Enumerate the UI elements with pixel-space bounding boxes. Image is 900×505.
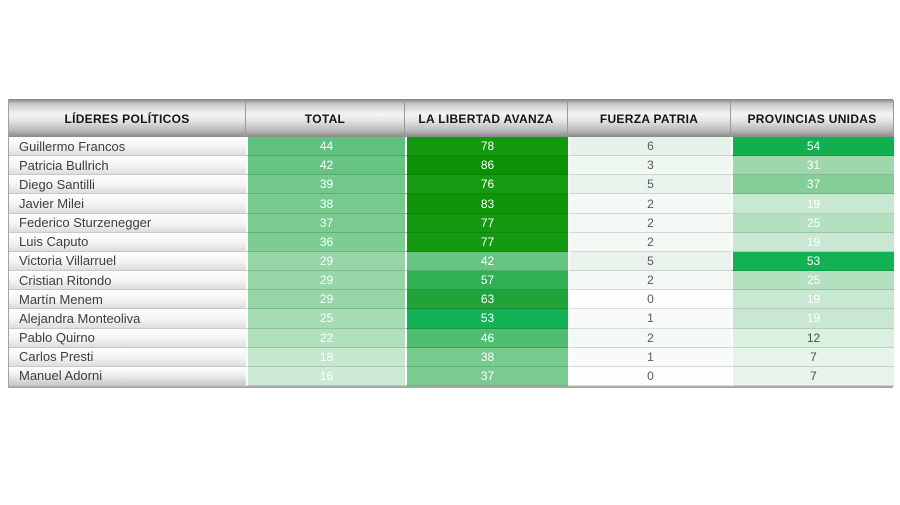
total-value-cell: 37	[246, 213, 405, 233]
leader-name-cell: Cristian Ritondo	[9, 271, 246, 291]
leader-name-cell: Martín Menem	[9, 290, 246, 310]
lla-value-cell: 83	[405, 194, 568, 214]
pu-value-cell: 19	[731, 232, 894, 252]
fp-value-cell: 1	[568, 309, 731, 329]
pu-value-cell: 25	[731, 271, 894, 291]
lla-value-cell: 76	[405, 175, 568, 195]
lla-value-cell: 77	[405, 232, 568, 252]
fp-value-cell: 0	[568, 290, 731, 310]
column-header-leader: LÍDERES POLÍTICOS	[9, 100, 246, 137]
column-header-fp: FUERZA PATRIA	[568, 100, 731, 137]
total-value-cell: 29	[246, 290, 405, 310]
leader-name-cell: Pablo Quirno	[9, 328, 246, 348]
lla-value-cell: 38	[405, 347, 568, 367]
lla-value-cell: 37	[405, 366, 568, 386]
pu-value-cell: 53	[731, 251, 894, 272]
total-value-cell: 25	[246, 309, 405, 329]
lla-value-cell: 77	[405, 213, 568, 233]
fp-value-cell: 0	[568, 366, 731, 386]
fp-value-cell: 5	[568, 251, 731, 272]
pu-value-cell: 7	[731, 347, 894, 367]
fp-value-cell: 2	[568, 213, 731, 233]
pu-value-cell: 19	[731, 194, 894, 214]
leader-name-cell: Javier Milei	[9, 194, 246, 214]
pu-value-cell: 19	[731, 290, 894, 310]
total-value-cell: 29	[246, 251, 405, 272]
lla-value-cell: 57	[405, 271, 568, 291]
pu-value-cell: 54	[731, 137, 894, 157]
lla-value-cell: 53	[405, 309, 568, 329]
leader-name-cell: Alejandra Monteoliva	[9, 309, 246, 329]
pu-value-cell: 19	[731, 309, 894, 329]
pu-value-cell: 7	[731, 366, 894, 386]
leader-name-cell: Luis Caputo	[9, 232, 246, 252]
lla-value-cell: 86	[405, 156, 568, 176]
leader-name-cell: Federico Sturzenegger	[9, 213, 246, 233]
lla-value-cell: 46	[405, 328, 568, 348]
political-leaders-heatmap-table: LÍDERES POLÍTICOS TOTAL LA LIBERTAD AVANZA…	[8, 99, 894, 388]
fp-value-cell: 2	[568, 232, 731, 252]
total-value-cell: 18	[246, 347, 405, 367]
leader-name-cell: Diego Santilli	[9, 175, 246, 195]
fp-value-cell: 2	[568, 328, 731, 348]
column-header-pu: PROVINCIAS UNIDAS	[731, 100, 894, 137]
fp-value-cell: 3	[568, 156, 731, 176]
pu-value-cell: 37	[731, 175, 894, 195]
leader-name-cell: Patricia Bullrich	[9, 156, 246, 176]
leader-name-cell: Carlos Presti	[9, 347, 246, 367]
leader-name-cell: Victoria Villarruel	[9, 251, 246, 272]
pu-value-cell: 25	[731, 213, 894, 233]
column-header-total: TOTAL	[246, 100, 405, 137]
leader-name-cell: Guillermo Francos	[9, 137, 246, 157]
column-header-lla: LA LIBERTAD AVANZA	[405, 100, 568, 137]
total-value-cell: 16	[246, 366, 405, 386]
total-value-cell: 29	[246, 271, 405, 291]
fp-value-cell: 2	[568, 194, 731, 214]
fp-value-cell: 5	[568, 175, 731, 195]
fp-value-cell: 1	[568, 347, 731, 367]
total-value-cell: 44	[246, 137, 405, 157]
leader-name-cell: Manuel Adorni	[9, 366, 246, 386]
lla-value-cell: 63	[405, 290, 568, 310]
total-value-cell: 22	[246, 328, 405, 348]
lla-value-cell: 42	[405, 251, 568, 272]
pu-value-cell: 31	[731, 156, 894, 176]
pu-value-cell: 12	[731, 328, 894, 348]
total-value-cell: 38	[246, 194, 405, 214]
fp-value-cell: 6	[568, 137, 731, 157]
fp-value-cell: 2	[568, 271, 731, 291]
total-value-cell: 39	[246, 175, 405, 195]
lla-value-cell: 78	[405, 137, 568, 157]
total-value-cell: 36	[246, 232, 405, 252]
total-value-cell: 42	[246, 156, 405, 176]
